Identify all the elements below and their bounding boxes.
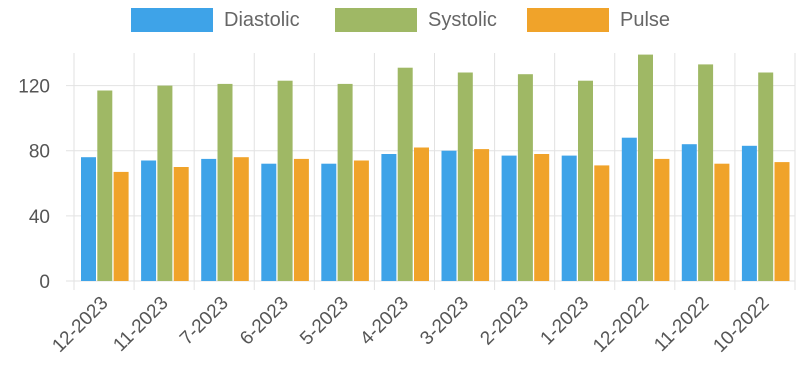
bar-systolic[interactable]: [758, 72, 774, 282]
bars: [81, 54, 790, 282]
legend-label-systolic[interactable]: Systolic: [428, 9, 497, 31]
legend-swatch-systolic[interactable]: [335, 8, 417, 32]
bar-systolic[interactable]: [337, 83, 353, 282]
bar-systolic[interactable]: [277, 80, 293, 281]
bar-systolic[interactable]: [217, 83, 233, 282]
bar-diastolic[interactable]: [141, 160, 157, 282]
bar-diastolic[interactable]: [741, 145, 757, 281]
y-tick-label: 40: [29, 207, 50, 228]
x-tick-label: 2-2023: [476, 293, 533, 350]
x-tick-label: 5-2023: [296, 293, 353, 350]
x-tick-label: 3-2023: [416, 293, 473, 350]
bar-diastolic[interactable]: [681, 144, 697, 281]
bar-systolic[interactable]: [698, 64, 714, 282]
bar-pulse[interactable]: [474, 149, 490, 281]
bar-diastolic[interactable]: [381, 154, 397, 281]
bar-pulse[interactable]: [714, 163, 730, 281]
y-tick-label: 120: [18, 77, 50, 98]
bar-pulse[interactable]: [113, 171, 129, 281]
y-tick-label: 80: [29, 142, 50, 163]
bar-diastolic[interactable]: [621, 137, 637, 281]
x-tick-label: 7-2023: [176, 293, 233, 350]
bar-systolic[interactable]: [157, 85, 173, 281]
y-axis: 0 40 80 120: [18, 77, 50, 293]
bar-diastolic[interactable]: [501, 155, 517, 281]
bar-diastolic[interactable]: [201, 158, 217, 281]
bar-systolic[interactable]: [638, 54, 653, 281]
bar-pulse[interactable]: [233, 157, 249, 281]
bar-systolic[interactable]: [517, 74, 533, 281]
legend-label-pulse[interactable]: Pulse: [620, 9, 670, 31]
legend-swatch-pulse[interactable]: [527, 8, 609, 32]
bar-pulse[interactable]: [293, 158, 309, 281]
bar-diastolic[interactable]: [261, 163, 277, 281]
bar-systolic[interactable]: [457, 72, 473, 282]
bar-systolic[interactable]: [578, 80, 593, 281]
legend-label-diastolic[interactable]: Diastolic: [224, 9, 300, 31]
x-tick-label: 4-2023: [356, 293, 413, 350]
bar-systolic[interactable]: [397, 67, 413, 281]
bar-diastolic[interactable]: [321, 163, 337, 281]
legend: Diastolic Systolic Pulse: [131, 8, 670, 32]
bar-diastolic[interactable]: [561, 155, 577, 281]
bar-diastolic[interactable]: [81, 157, 96, 281]
x-tick-label: 1-2023: [537, 293, 594, 350]
x-tick-label: 10-2022: [709, 293, 773, 357]
bar-pulse[interactable]: [353, 160, 369, 282]
bar-diastolic[interactable]: [441, 150, 457, 281]
bar-pulse[interactable]: [534, 154, 550, 281]
x-tick-label: 12-2022: [589, 293, 653, 357]
bar-pulse[interactable]: [414, 147, 429, 282]
bar-systolic[interactable]: [97, 90, 113, 282]
x-tick-label: 12-2023: [48, 293, 112, 357]
y-tick-label: 0: [39, 272, 50, 293]
bar-pulse[interactable]: [173, 167, 189, 281]
x-tick-label: 11-2022: [650, 293, 713, 356]
x-tick-label: 11-2023: [109, 293, 172, 356]
bar-pulse[interactable]: [654, 158, 670, 281]
bar-pulse[interactable]: [594, 165, 610, 281]
bar-pulse[interactable]: [774, 162, 790, 281]
x-tick-label: 6-2023: [236, 293, 293, 350]
legend-swatch-diastolic[interactable]: [131, 8, 213, 32]
